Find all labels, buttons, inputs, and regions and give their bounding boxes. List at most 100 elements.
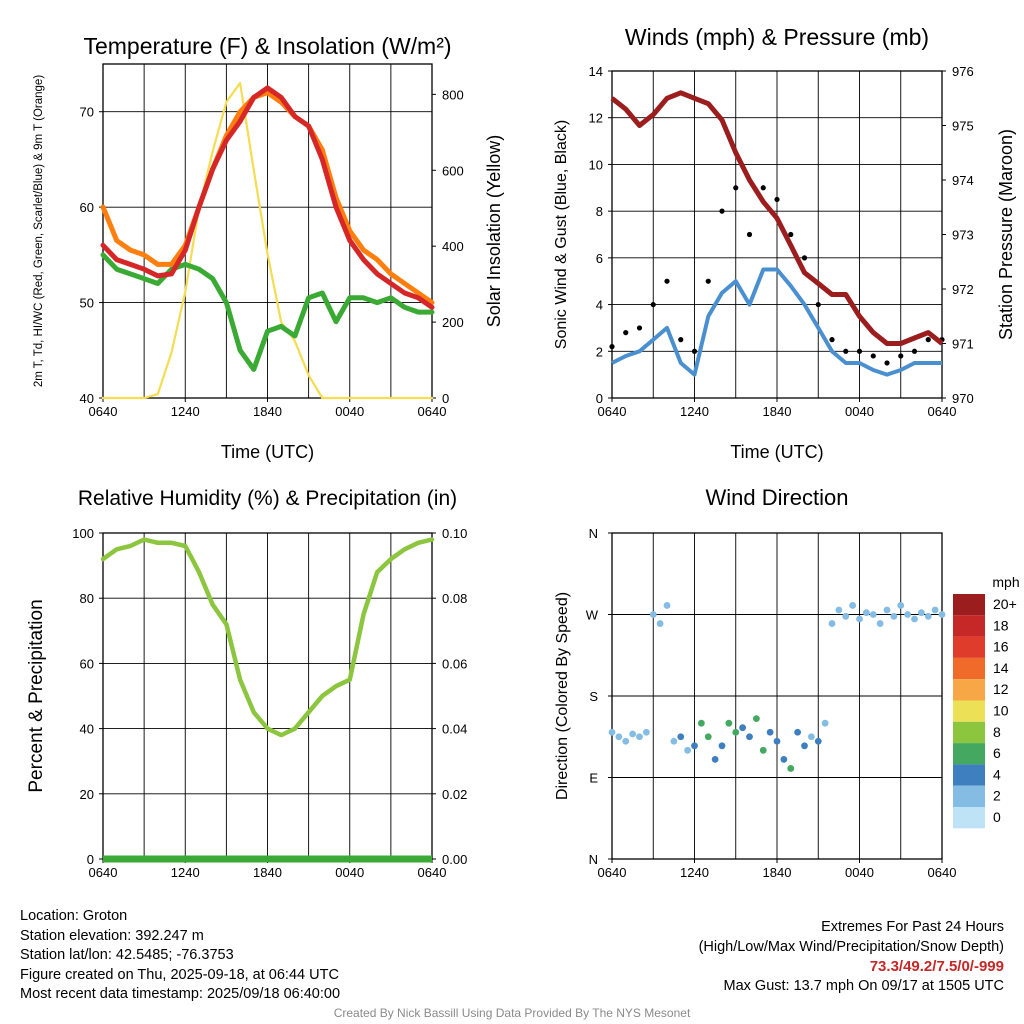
y-tick-label-left-0: 70: [80, 105, 94, 120]
legend-swatch: [953, 807, 985, 829]
x-tick-label-3: 0640: [598, 865, 627, 880]
y-tick-label-left-0: 40: [80, 391, 94, 406]
y-tick-label-right-1: 973: [952, 228, 974, 243]
y-axis-label-left: Sonic Wind & Gust (Blue, Black): [553, 120, 570, 349]
y-tick-label-right-0: 400: [442, 239, 464, 254]
direction-point: [807, 733, 815, 741]
y-tick-label-right-1: 971: [952, 337, 974, 352]
y-tick-label-left-3: E: [589, 771, 598, 786]
legend-label: 20+: [993, 596, 1017, 612]
y-axis-label-left: Direction (Colored By Speed): [554, 592, 571, 800]
direction-point: [862, 609, 870, 617]
direction-point: [890, 612, 898, 620]
legend-swatch: [953, 700, 985, 722]
direction-point: [615, 733, 623, 741]
gust-point: [760, 185, 766, 191]
y-tick-label-right-0: 200: [442, 315, 464, 330]
y-tick-label-right-1: 970: [952, 391, 974, 406]
direction-point: [752, 715, 760, 723]
direction-point: [842, 612, 850, 620]
y-tick-label-left-1: 0: [596, 391, 603, 406]
y-tick-label-right-1: 972: [952, 282, 974, 297]
y-tick-label-left-3: W: [586, 608, 599, 623]
y-tick-label-right-2: 0.08: [442, 591, 467, 606]
y-tick-label-right-2: 0.06: [442, 656, 467, 671]
x-tick-label-2: 1240: [171, 865, 200, 880]
x-tick-label-0: 0640: [418, 404, 447, 419]
y-tick-label-right-0: 0: [442, 391, 449, 406]
x-tick-label-1: 1840: [763, 404, 792, 419]
wind-speed-line: [611, 267, 942, 377]
y-axis-label-left: 2m T, Td, HI/WC (Red, Green, Scarlet/Blu…: [33, 75, 45, 387]
legend-swatch: [953, 657, 985, 680]
x-tick-label-3: 1240: [680, 865, 709, 880]
direction-point: [725, 719, 733, 727]
y-tick-label-left-0: 50: [80, 296, 94, 311]
gust-point: [788, 231, 794, 238]
pressure-line: [610, 90, 944, 346]
direction-point: [677, 733, 685, 741]
direction-point: [856, 615, 863, 623]
direction-point: [911, 615, 918, 623]
legend-label: 2: [993, 788, 1001, 804]
gust-point: [705, 278, 711, 284]
x-tick-label-1: 0040: [845, 404, 874, 419]
y-tick-label-left-2: 20: [80, 787, 94, 802]
chart-title: Relative Humidity (%) & Precipitation (i…: [78, 487, 457, 510]
direction-point: [608, 728, 616, 736]
y-tick-label-left-3: S: [589, 689, 598, 704]
direction-point: [759, 746, 767, 754]
temp-series-line: [100, 90, 435, 306]
gust-point: [733, 185, 739, 191]
y-tick-label-left-2: 100: [72, 526, 94, 541]
direction-point: [814, 737, 822, 745]
y-tick-label-right-2: 0.04: [442, 722, 467, 737]
extremes-subheading: (High/Low/Max Wind/Precipitation/Snow De…: [698, 938, 1004, 955]
y-tick-label-left-2: 0: [87, 852, 94, 867]
legend-swatch: [953, 636, 985, 658]
x-tick-label-0: 0040: [335, 404, 364, 419]
x-tick-label-2: 0640: [89, 865, 118, 880]
y-tick-label-left-1: 4: [596, 298, 603, 313]
y-tick-label-left-2: 40: [80, 722, 94, 737]
x-tick-label-2: 0640: [418, 865, 447, 880]
x-tick-label-3: 1840: [763, 865, 792, 880]
y-tick-label-right-1: 976: [952, 64, 974, 79]
extremes-info: Extremes For Past 24 Hours (High/Low/Max…: [699, 918, 1004, 996]
direction-point: [642, 728, 650, 736]
y-tick-label-left-3: N: [589, 852, 598, 867]
legend-label: 8: [993, 724, 1001, 740]
y-axis-label-left: Percent & Precipitation: [26, 599, 47, 792]
direction-point: [821, 719, 829, 727]
legend-label: 4: [993, 766, 1001, 782]
extremes-values: 73.3/49.2/7.5/0/-999: [869, 958, 1004, 975]
direction-point: [622, 737, 630, 745]
y-tick-label-left-0: 60: [80, 200, 94, 215]
y-tick-label-right-2: 0.10: [442, 526, 467, 541]
gust-point: [746, 231, 753, 238]
direction-point: [746, 733, 753, 741]
direction-point: [869, 611, 877, 618]
direction-point: [835, 606, 843, 614]
direction-point: [649, 611, 657, 618]
gust-point: [884, 360, 890, 366]
latlon-text: Station lat/lon: 42.5485; -76.3753: [20, 947, 234, 963]
direction-point: [636, 733, 643, 741]
credit-text: Created By Nick Bassill Using Data Provi…: [333, 1006, 691, 1020]
elevation-text: Station elevation: 392.247 m: [20, 927, 204, 944]
direction-point: [670, 737, 678, 745]
chart-title: Winds (mph) & Pressure (mb): [625, 24, 929, 50]
legend-swatch: [953, 721, 985, 744]
temp-series-line: [100, 252, 435, 372]
legend-swatch: [953, 743, 985, 765]
legend-label: 6: [993, 745, 1001, 761]
x-tick-label-1: 0640: [598, 404, 627, 419]
direction-point: [780, 755, 788, 763]
extremes-heading: Extremes For Past 24 Hours: [821, 919, 1004, 935]
y-tick-label-right-0: 800: [442, 87, 464, 102]
direction-point: [629, 730, 637, 738]
humidity-line: [100, 537, 435, 738]
legend-label: 14: [993, 660, 1009, 676]
y-tick-label-right-1: 974: [952, 173, 974, 188]
